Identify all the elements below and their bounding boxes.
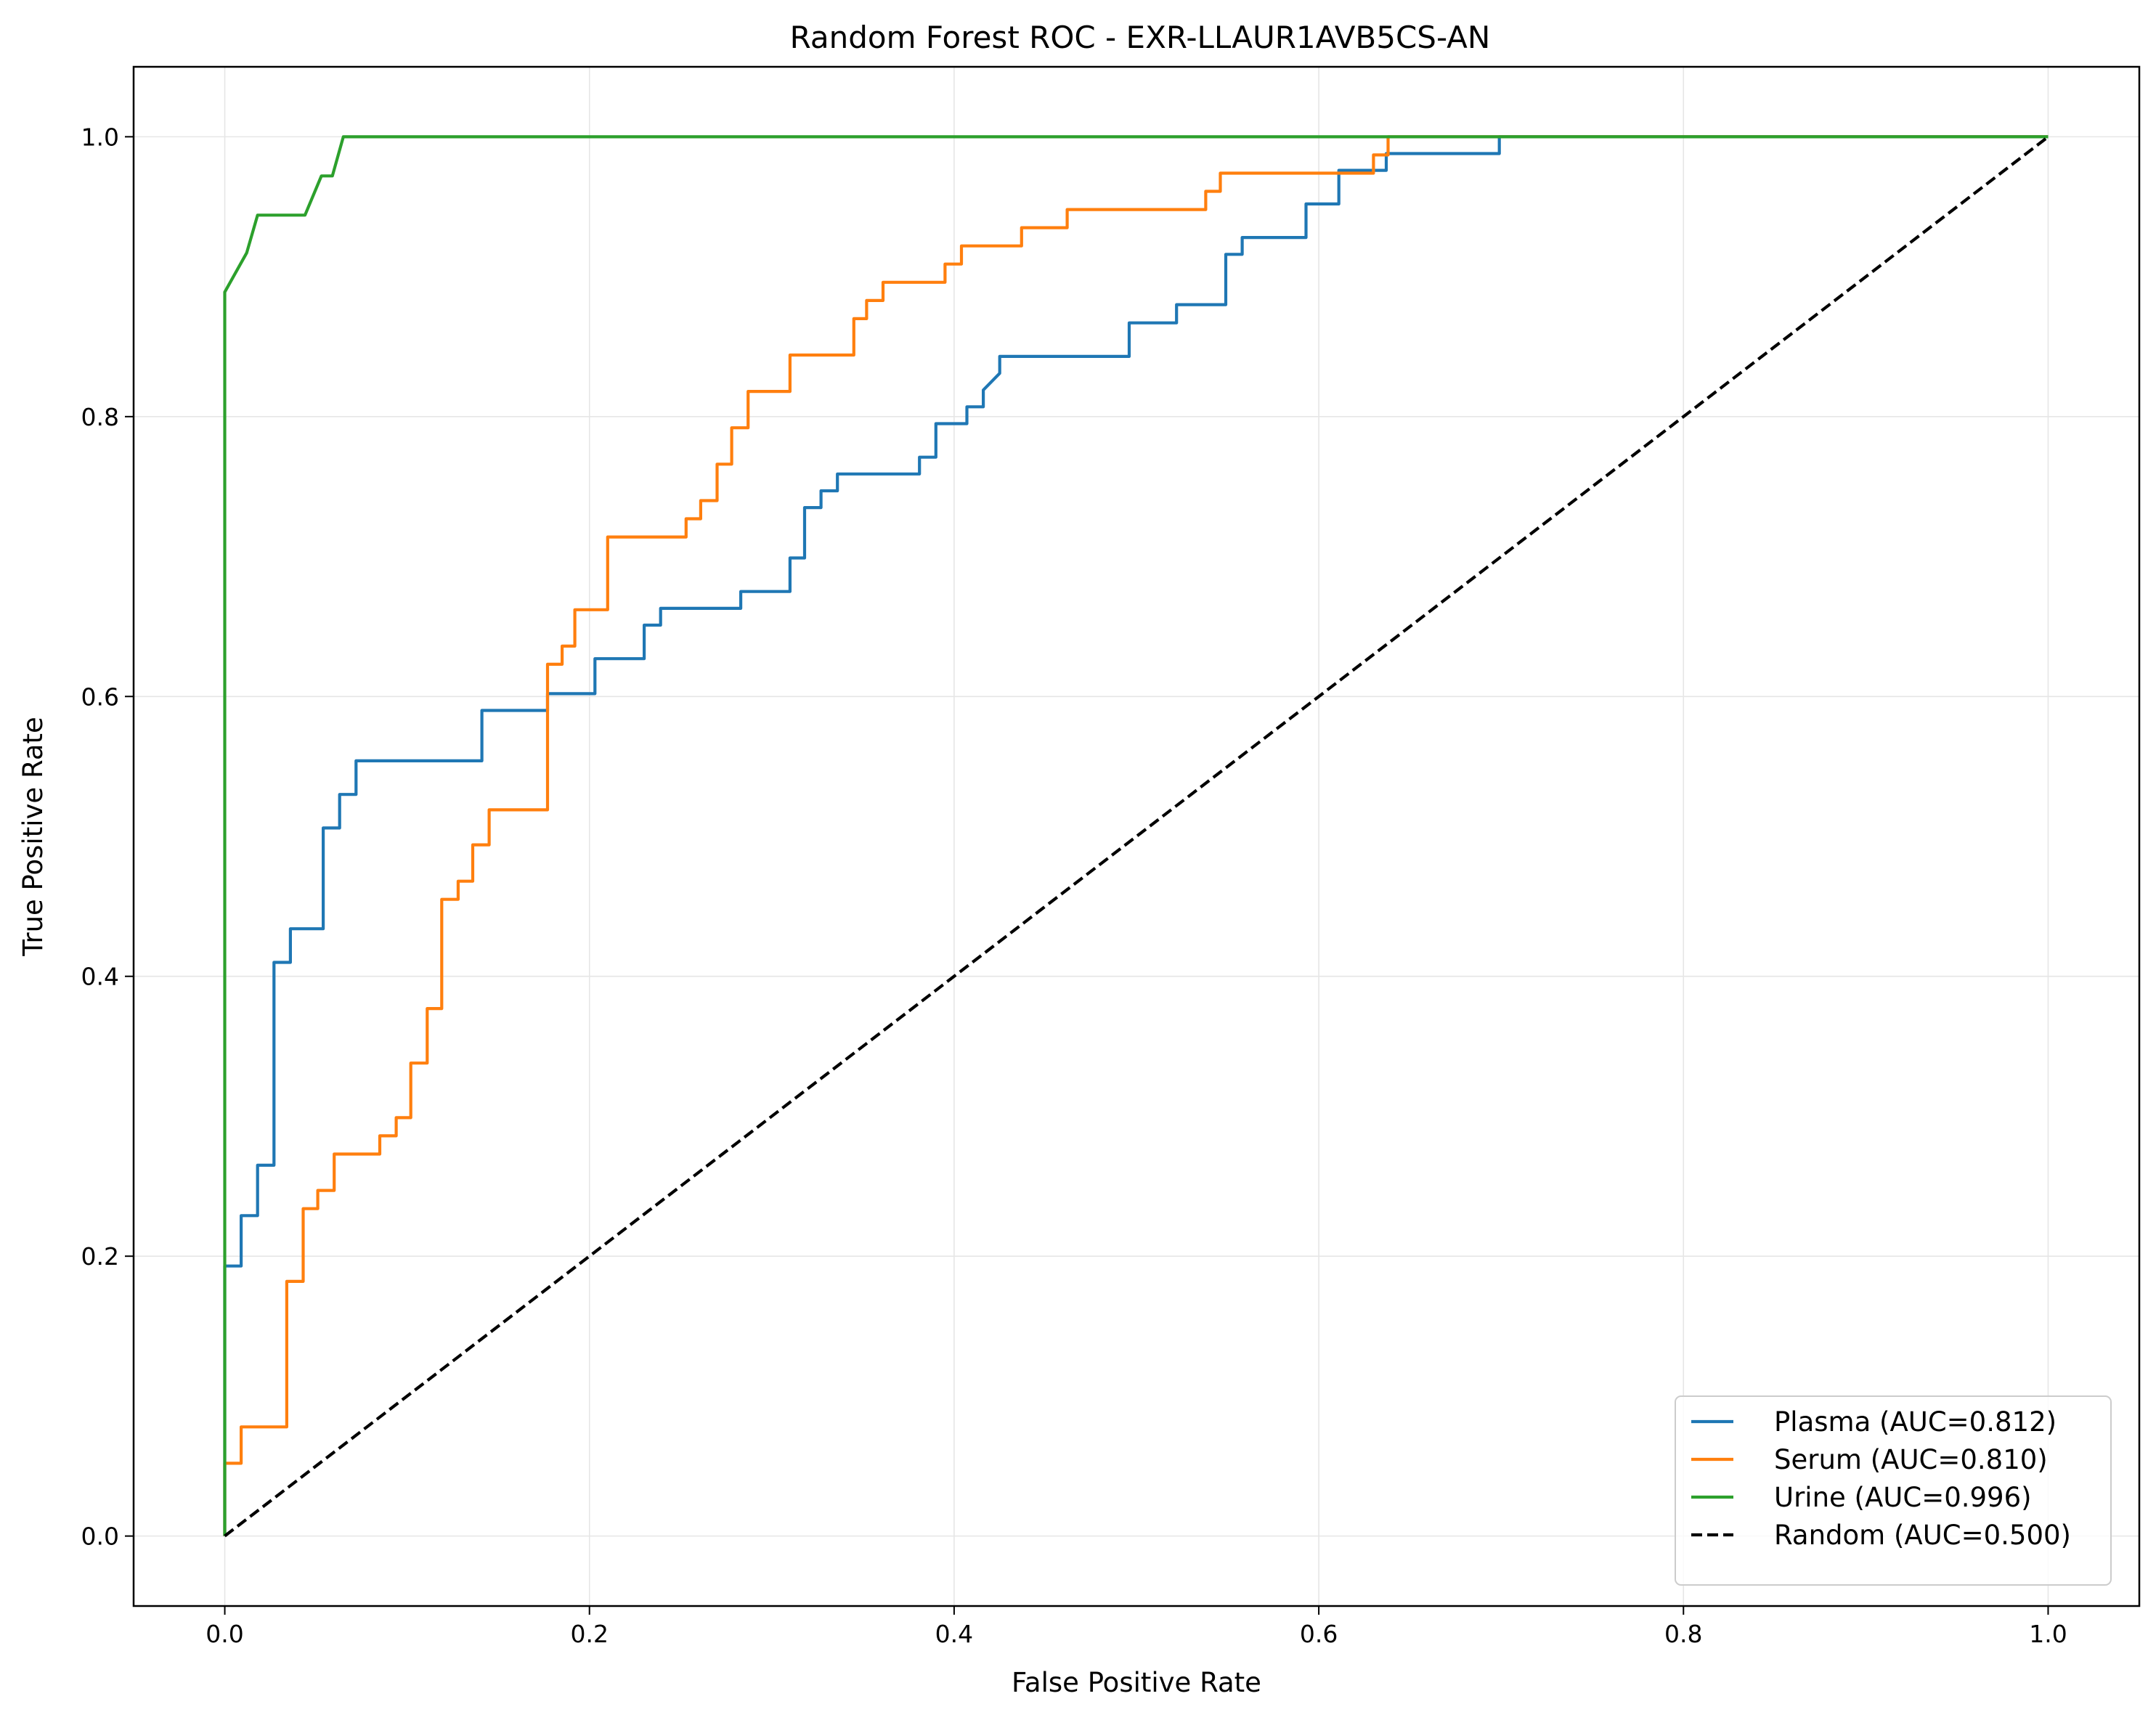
x-tick-label-0: 0.0 [206, 1620, 243, 1648]
y-tick-label-4: 0.8 [81, 403, 119, 431]
plot-frame [132, 65, 2141, 1607]
legend: Plasma (AUC=0.812) Serum (AUC=0.810) Urine… [1675, 1395, 2112, 1586]
x-tick-label-2: 0.4 [935, 1620, 973, 1648]
x-tick-label-5: 1.0 [2029, 1620, 2067, 1648]
legend-label-urine: Urine (AUC=0.996) [1774, 1482, 2032, 1513]
y-axis-label: True Positive Rate [17, 717, 49, 957]
series-line-plasma [223, 135, 2049, 1536]
x-tick-label-1: 0.2 [570, 1620, 608, 1648]
grid-lines [134, 67, 2139, 1606]
y-tick-label-0: 0.0 [81, 1523, 119, 1551]
legend-label-random: Random (AUC=0.500) [1774, 1520, 2071, 1551]
x-axis-ticks: 0.0 0.2 0.4 0.6 0.8 1.0 [206, 1606, 2067, 1648]
y-tick-label-1: 0.2 [81, 1242, 119, 1271]
series-line-serum [223, 135, 2049, 1536]
x-tick-label-3: 0.6 [1300, 1620, 1338, 1648]
chart-title: Random Forest ROC - EXR-LLAUR1AVB5CS-AN [790, 20, 1491, 55]
y-tick-label-2: 0.4 [81, 963, 119, 991]
series-lines [223, 135, 2049, 1538]
legend-label-plasma: Plasma (AUC=0.812) [1774, 1406, 2057, 1438]
y-tick-label-3: 0.6 [81, 682, 119, 711]
legend-label-serum: Serum (AUC=0.810) [1774, 1444, 2048, 1475]
y-axis-ticks: 0.0 0.2 0.4 0.6 0.8 1.0 [81, 123, 134, 1551]
series-line-urine [223, 135, 2049, 1536]
x-axis-label: False Positive Rate [1012, 1667, 1261, 1698]
y-tick-label-5: 1.0 [81, 123, 119, 151]
x-tick-label-4: 0.8 [1664, 1620, 1702, 1648]
legend-box [1675, 1395, 2112, 1586]
